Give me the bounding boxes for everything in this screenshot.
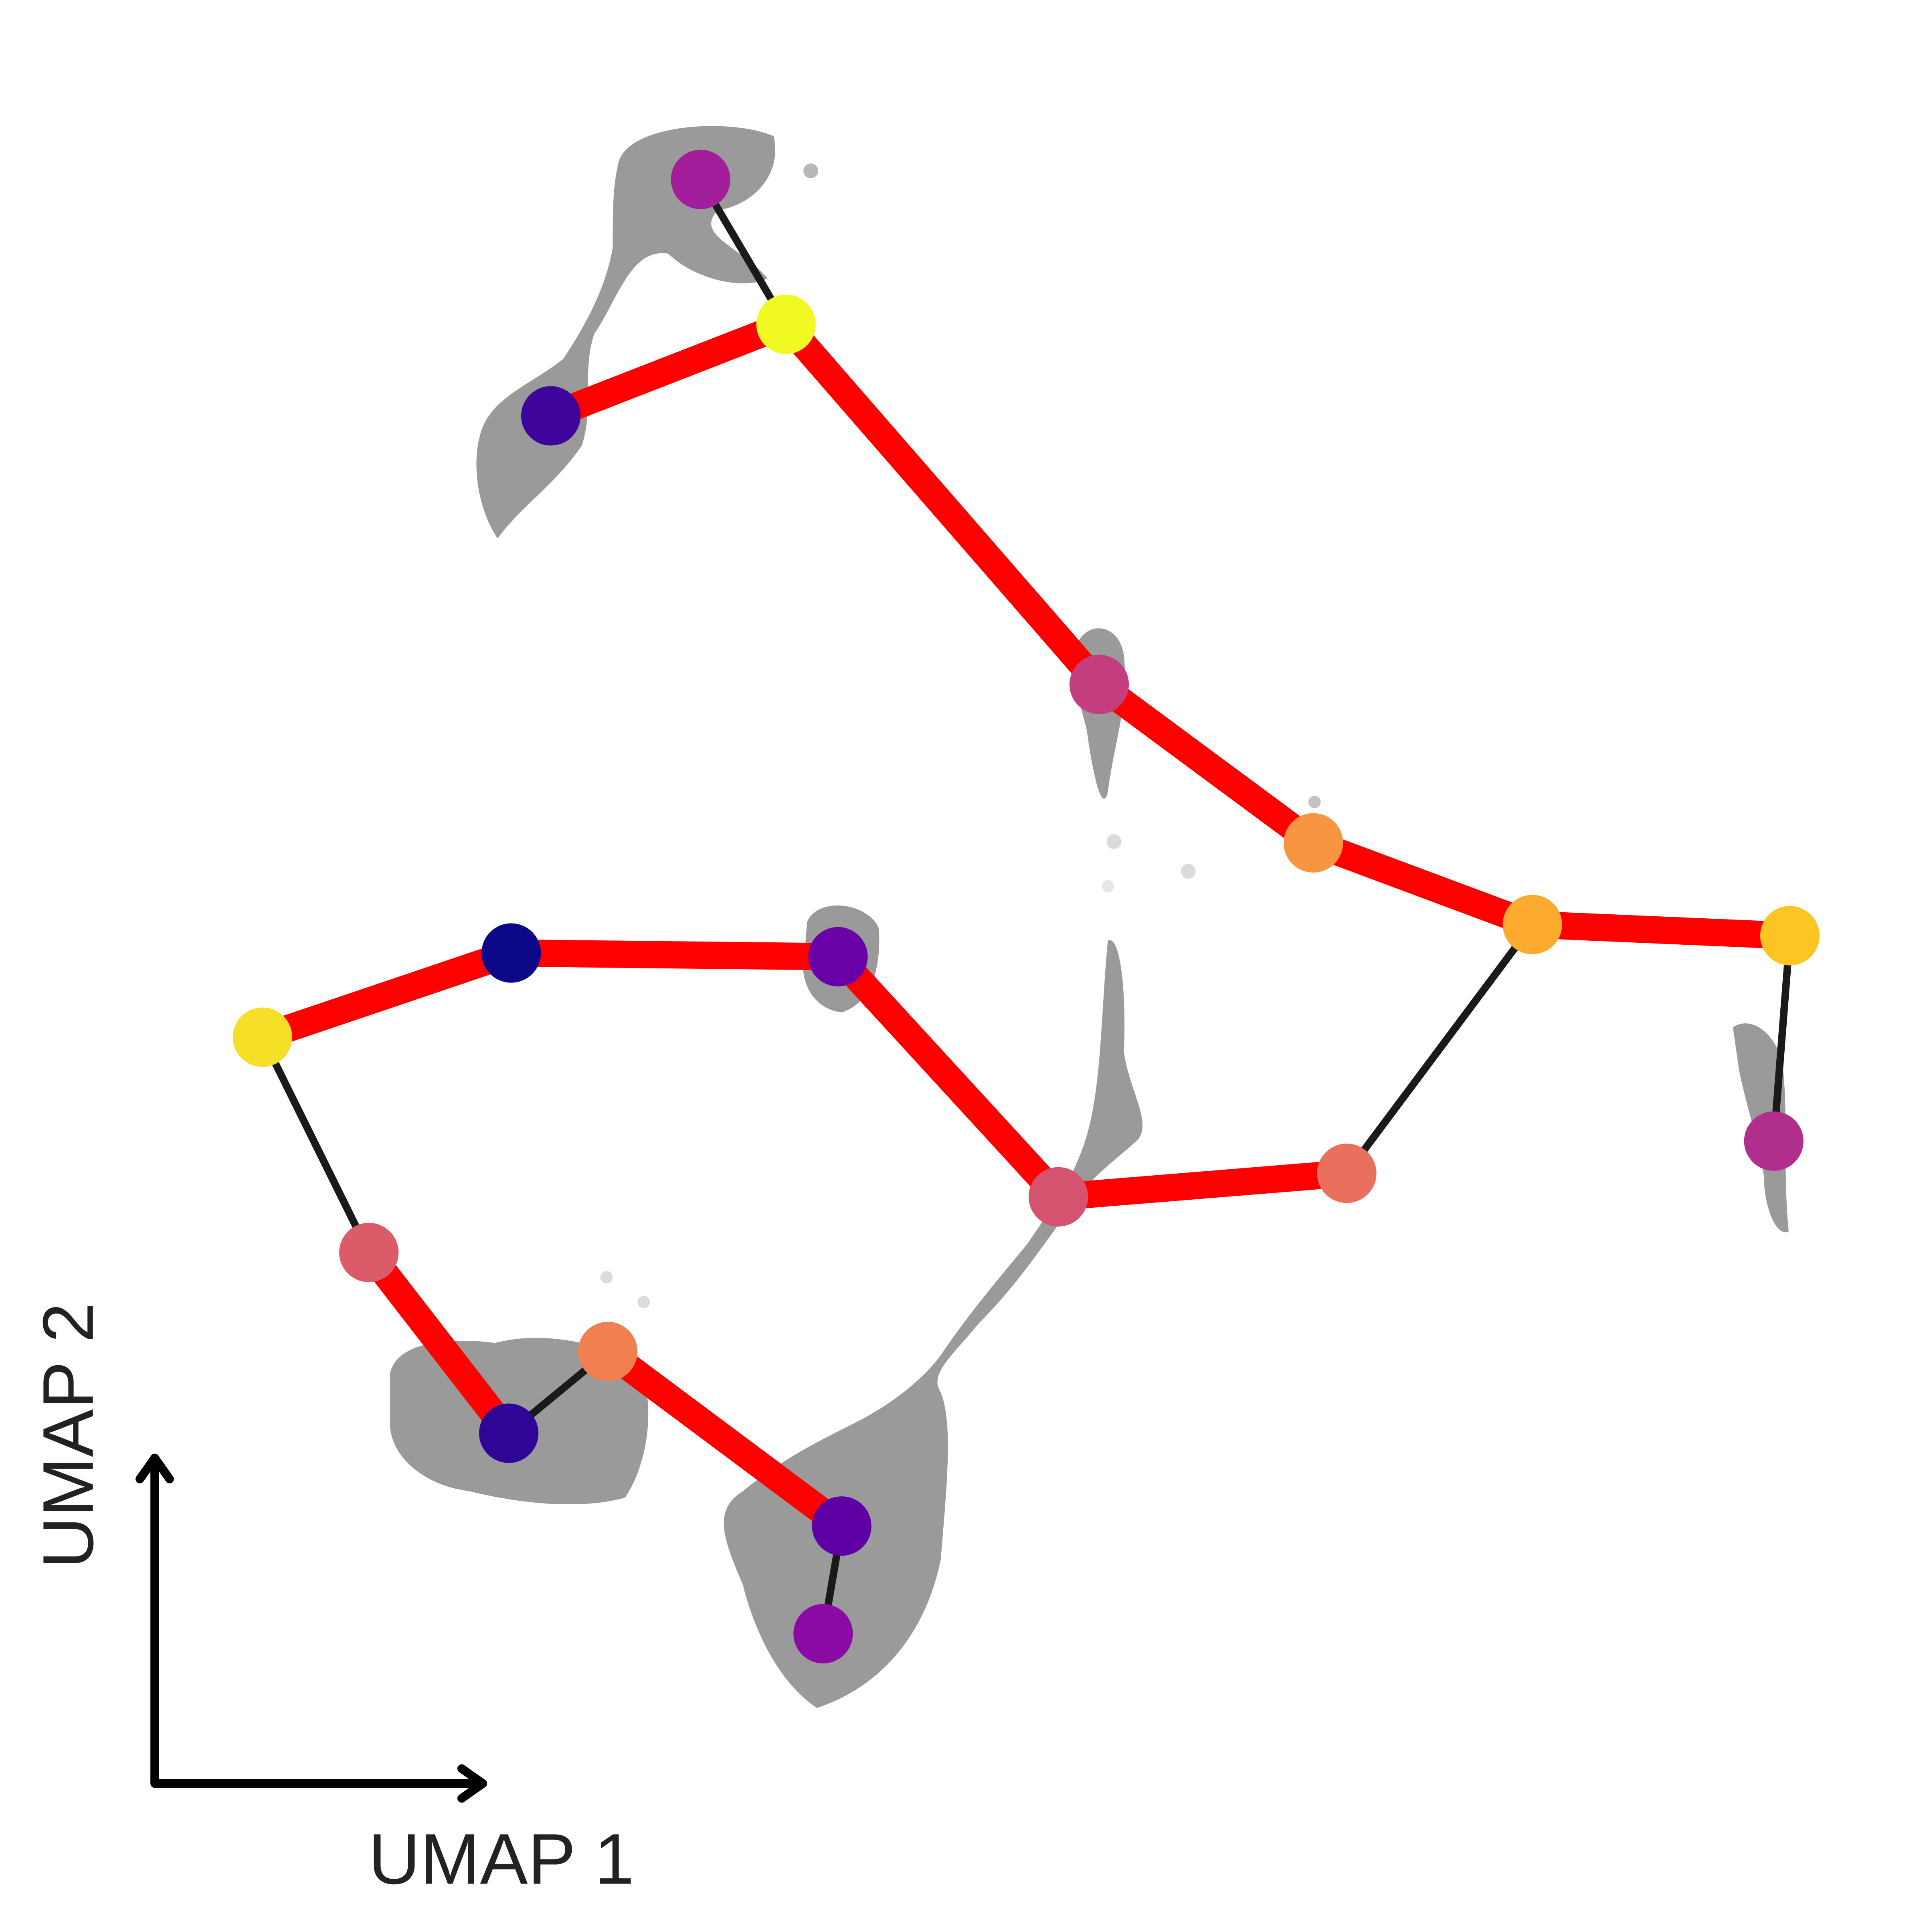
trajectory-edge bbox=[1091, 673, 1322, 854]
graph-node bbox=[1284, 813, 1343, 873]
cell bbox=[600, 1271, 613, 1284]
graph-node bbox=[339, 1223, 399, 1282]
graph-edge bbox=[1770, 935, 1794, 1142]
graph-node bbox=[1317, 1144, 1377, 1203]
trajectory-edge bbox=[776, 315, 1110, 693]
graph-node bbox=[521, 386, 581, 446]
graph-node bbox=[1028, 1167, 1088, 1227]
trajectory-edge bbox=[1532, 911, 1791, 950]
trajectory-edge bbox=[828, 947, 1069, 1206]
trajectory-edge bbox=[599, 1340, 850, 1537]
trajectory-edge bbox=[358, 1244, 520, 1442]
y-arrow-head bbox=[135, 1453, 174, 1483]
graph-node bbox=[1744, 1111, 1804, 1171]
y-axis-label: UMAP 2 bbox=[28, 1303, 108, 1568]
cell bbox=[1102, 880, 1114, 893]
cell bbox=[1181, 864, 1196, 879]
trajectory-edge bbox=[1057, 1160, 1348, 1211]
graph-node bbox=[1502, 895, 1562, 954]
graph-edge bbox=[1344, 922, 1536, 1176]
cell bbox=[803, 163, 819, 178]
axis-arrows bbox=[135, 1453, 487, 1803]
graph-node bbox=[1069, 655, 1129, 714]
graph-node bbox=[578, 1322, 638, 1381]
x-arrow-head bbox=[457, 1764, 487, 1803]
trajectory-edge bbox=[546, 311, 791, 429]
graph-node bbox=[479, 1403, 539, 1463]
graph-edge bbox=[259, 1035, 372, 1254]
graph-node bbox=[793, 1604, 853, 1663]
x-axis-label: UMAP 1 bbox=[368, 1819, 634, 1899]
graph-node bbox=[671, 150, 730, 209]
graph-node bbox=[756, 294, 816, 354]
cell bbox=[1308, 796, 1321, 808]
graph-node bbox=[481, 923, 541, 983]
trajectory-edge bbox=[511, 939, 838, 970]
trajectory-edge bbox=[258, 940, 516, 1050]
graph-node bbox=[233, 1007, 292, 1067]
trajectory-edge bbox=[1308, 830, 1537, 938]
graph-node bbox=[1760, 906, 1820, 966]
cell bbox=[637, 1295, 650, 1308]
cell bbox=[1106, 834, 1122, 849]
nodes bbox=[233, 150, 1820, 1663]
graph-node bbox=[808, 927, 868, 986]
graph-node bbox=[812, 1496, 871, 1556]
